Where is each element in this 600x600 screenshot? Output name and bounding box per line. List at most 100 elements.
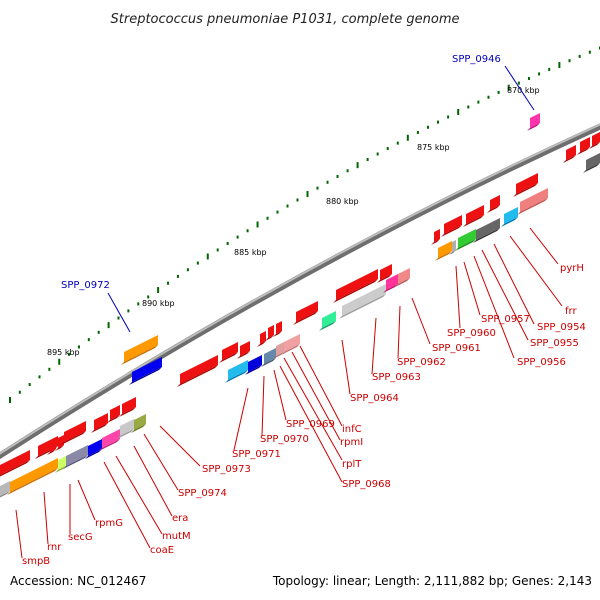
scale-tick bbox=[87, 338, 90, 342]
scale-tick bbox=[457, 108, 460, 115]
gene-feature bbox=[395, 268, 410, 287]
leader-line bbox=[473, 255, 515, 359]
scale-tick bbox=[186, 268, 189, 272]
gene-label-pyrh: pyrH bbox=[560, 263, 584, 274]
leader-line bbox=[77, 479, 96, 521]
gene-forward bbox=[431, 229, 440, 245]
leader-line bbox=[529, 227, 559, 265]
scale-tick bbox=[517, 81, 520, 85]
gene-forward bbox=[293, 301, 318, 325]
gene-label-spp-0974: SPP_0974 bbox=[178, 488, 227, 499]
genome-backbone bbox=[0, 123, 600, 460]
scale-tick bbox=[286, 204, 289, 208]
scale-tick bbox=[147, 295, 150, 299]
scale-label: 885 kbp bbox=[234, 248, 267, 257]
scale-tick bbox=[467, 105, 470, 109]
scale-tick bbox=[437, 120, 440, 124]
gene-feature bbox=[449, 240, 456, 255]
leader-line bbox=[273, 369, 287, 421]
gene-label-spp-0972: SPP_0972 bbox=[61, 280, 110, 291]
gene-label-spp-0961: SPP_0961 bbox=[432, 343, 481, 354]
scale-tick bbox=[107, 322, 110, 329]
scale-tick bbox=[487, 95, 490, 99]
gene-forward bbox=[377, 264, 392, 283]
gene-label-rpmg: rpmG bbox=[95, 518, 123, 529]
leader-line bbox=[291, 351, 341, 441]
scale-tick bbox=[58, 358, 61, 365]
scale-tick bbox=[568, 59, 571, 63]
gene-feature bbox=[99, 429, 120, 451]
gene-feature bbox=[455, 229, 476, 251]
scale-dots bbox=[9, 46, 600, 403]
leader-line bbox=[279, 365, 343, 483]
accession-text: Accession: NC_012467 bbox=[10, 574, 147, 588]
gene-label-rnr: rnr bbox=[47, 542, 62, 553]
label-leaders bbox=[15, 65, 563, 559]
gene-forward bbox=[513, 173, 538, 197]
leader-line bbox=[509, 235, 563, 307]
scale-tick bbox=[346, 169, 349, 173]
gene-feature bbox=[0, 481, 10, 498]
scale-tick bbox=[28, 383, 31, 387]
gene-feature bbox=[85, 439, 102, 459]
scale-tick bbox=[176, 274, 179, 278]
scale-tick bbox=[68, 352, 71, 356]
scale-tick bbox=[97, 330, 100, 334]
gene-label-spp-0954: SPP_0954 bbox=[537, 322, 586, 333]
scale-tick bbox=[326, 180, 329, 184]
leader-line bbox=[261, 375, 265, 437]
gene-forward bbox=[563, 145, 576, 163]
scale-tick bbox=[196, 261, 199, 265]
leader-line bbox=[283, 357, 343, 461]
scale-tick bbox=[266, 216, 269, 220]
scale-tick bbox=[157, 287, 160, 294]
scale-tick bbox=[538, 72, 541, 76]
scale-tick bbox=[296, 198, 299, 202]
scale-tick bbox=[507, 84, 510, 91]
leader-line bbox=[133, 445, 173, 517]
scale-tick bbox=[426, 125, 429, 129]
gene-feature bbox=[273, 342, 284, 359]
gene-forward bbox=[463, 205, 484, 227]
scale-tick bbox=[406, 134, 409, 141]
leader-line bbox=[15, 509, 23, 559]
leader-line bbox=[463, 261, 481, 316]
gene-label-era: era bbox=[172, 513, 188, 524]
scale-tick bbox=[216, 248, 219, 252]
scale-tick bbox=[558, 62, 561, 69]
scale-tick bbox=[48, 367, 51, 371]
gene-forward bbox=[441, 215, 462, 237]
scale-tick bbox=[447, 115, 450, 119]
scale-tick bbox=[306, 191, 309, 198]
gene-feature bbox=[245, 355, 262, 375]
gene-label-frr: frr bbox=[565, 306, 577, 317]
gene-feature bbox=[517, 188, 548, 215]
gene-forward bbox=[0, 450, 30, 477]
gene-feature bbox=[435, 241, 452, 261]
gene-forward bbox=[219, 342, 238, 363]
gene-feature bbox=[527, 113, 540, 131]
gene-forward bbox=[61, 421, 86, 445]
gene-forward bbox=[265, 325, 274, 341]
gene-label-spp-0970: SPP_0970 bbox=[260, 434, 309, 445]
scale-tick bbox=[18, 390, 21, 394]
leader-line bbox=[233, 387, 249, 451]
gene-label-spp-0973: SPP_0973 bbox=[202, 464, 251, 475]
gene-feature bbox=[117, 419, 134, 439]
leader-line bbox=[43, 491, 49, 545]
gene-feature bbox=[63, 445, 88, 469]
scale-label: 870 kbp bbox=[507, 86, 540, 95]
gene-forward bbox=[257, 331, 266, 347]
scale-tick bbox=[236, 235, 239, 239]
scale-label: 880 kbp bbox=[326, 197, 359, 206]
gene-forward bbox=[47, 439, 56, 455]
gene-feature bbox=[131, 414, 146, 433]
scale-label: 875 kbp bbox=[417, 143, 450, 152]
gene-forward bbox=[273, 321, 282, 337]
leader-line bbox=[299, 345, 343, 427]
scale-tick bbox=[416, 130, 419, 134]
scale-tick bbox=[77, 345, 80, 349]
gene-feature bbox=[501, 207, 518, 227]
gene-forward bbox=[237, 341, 250, 359]
